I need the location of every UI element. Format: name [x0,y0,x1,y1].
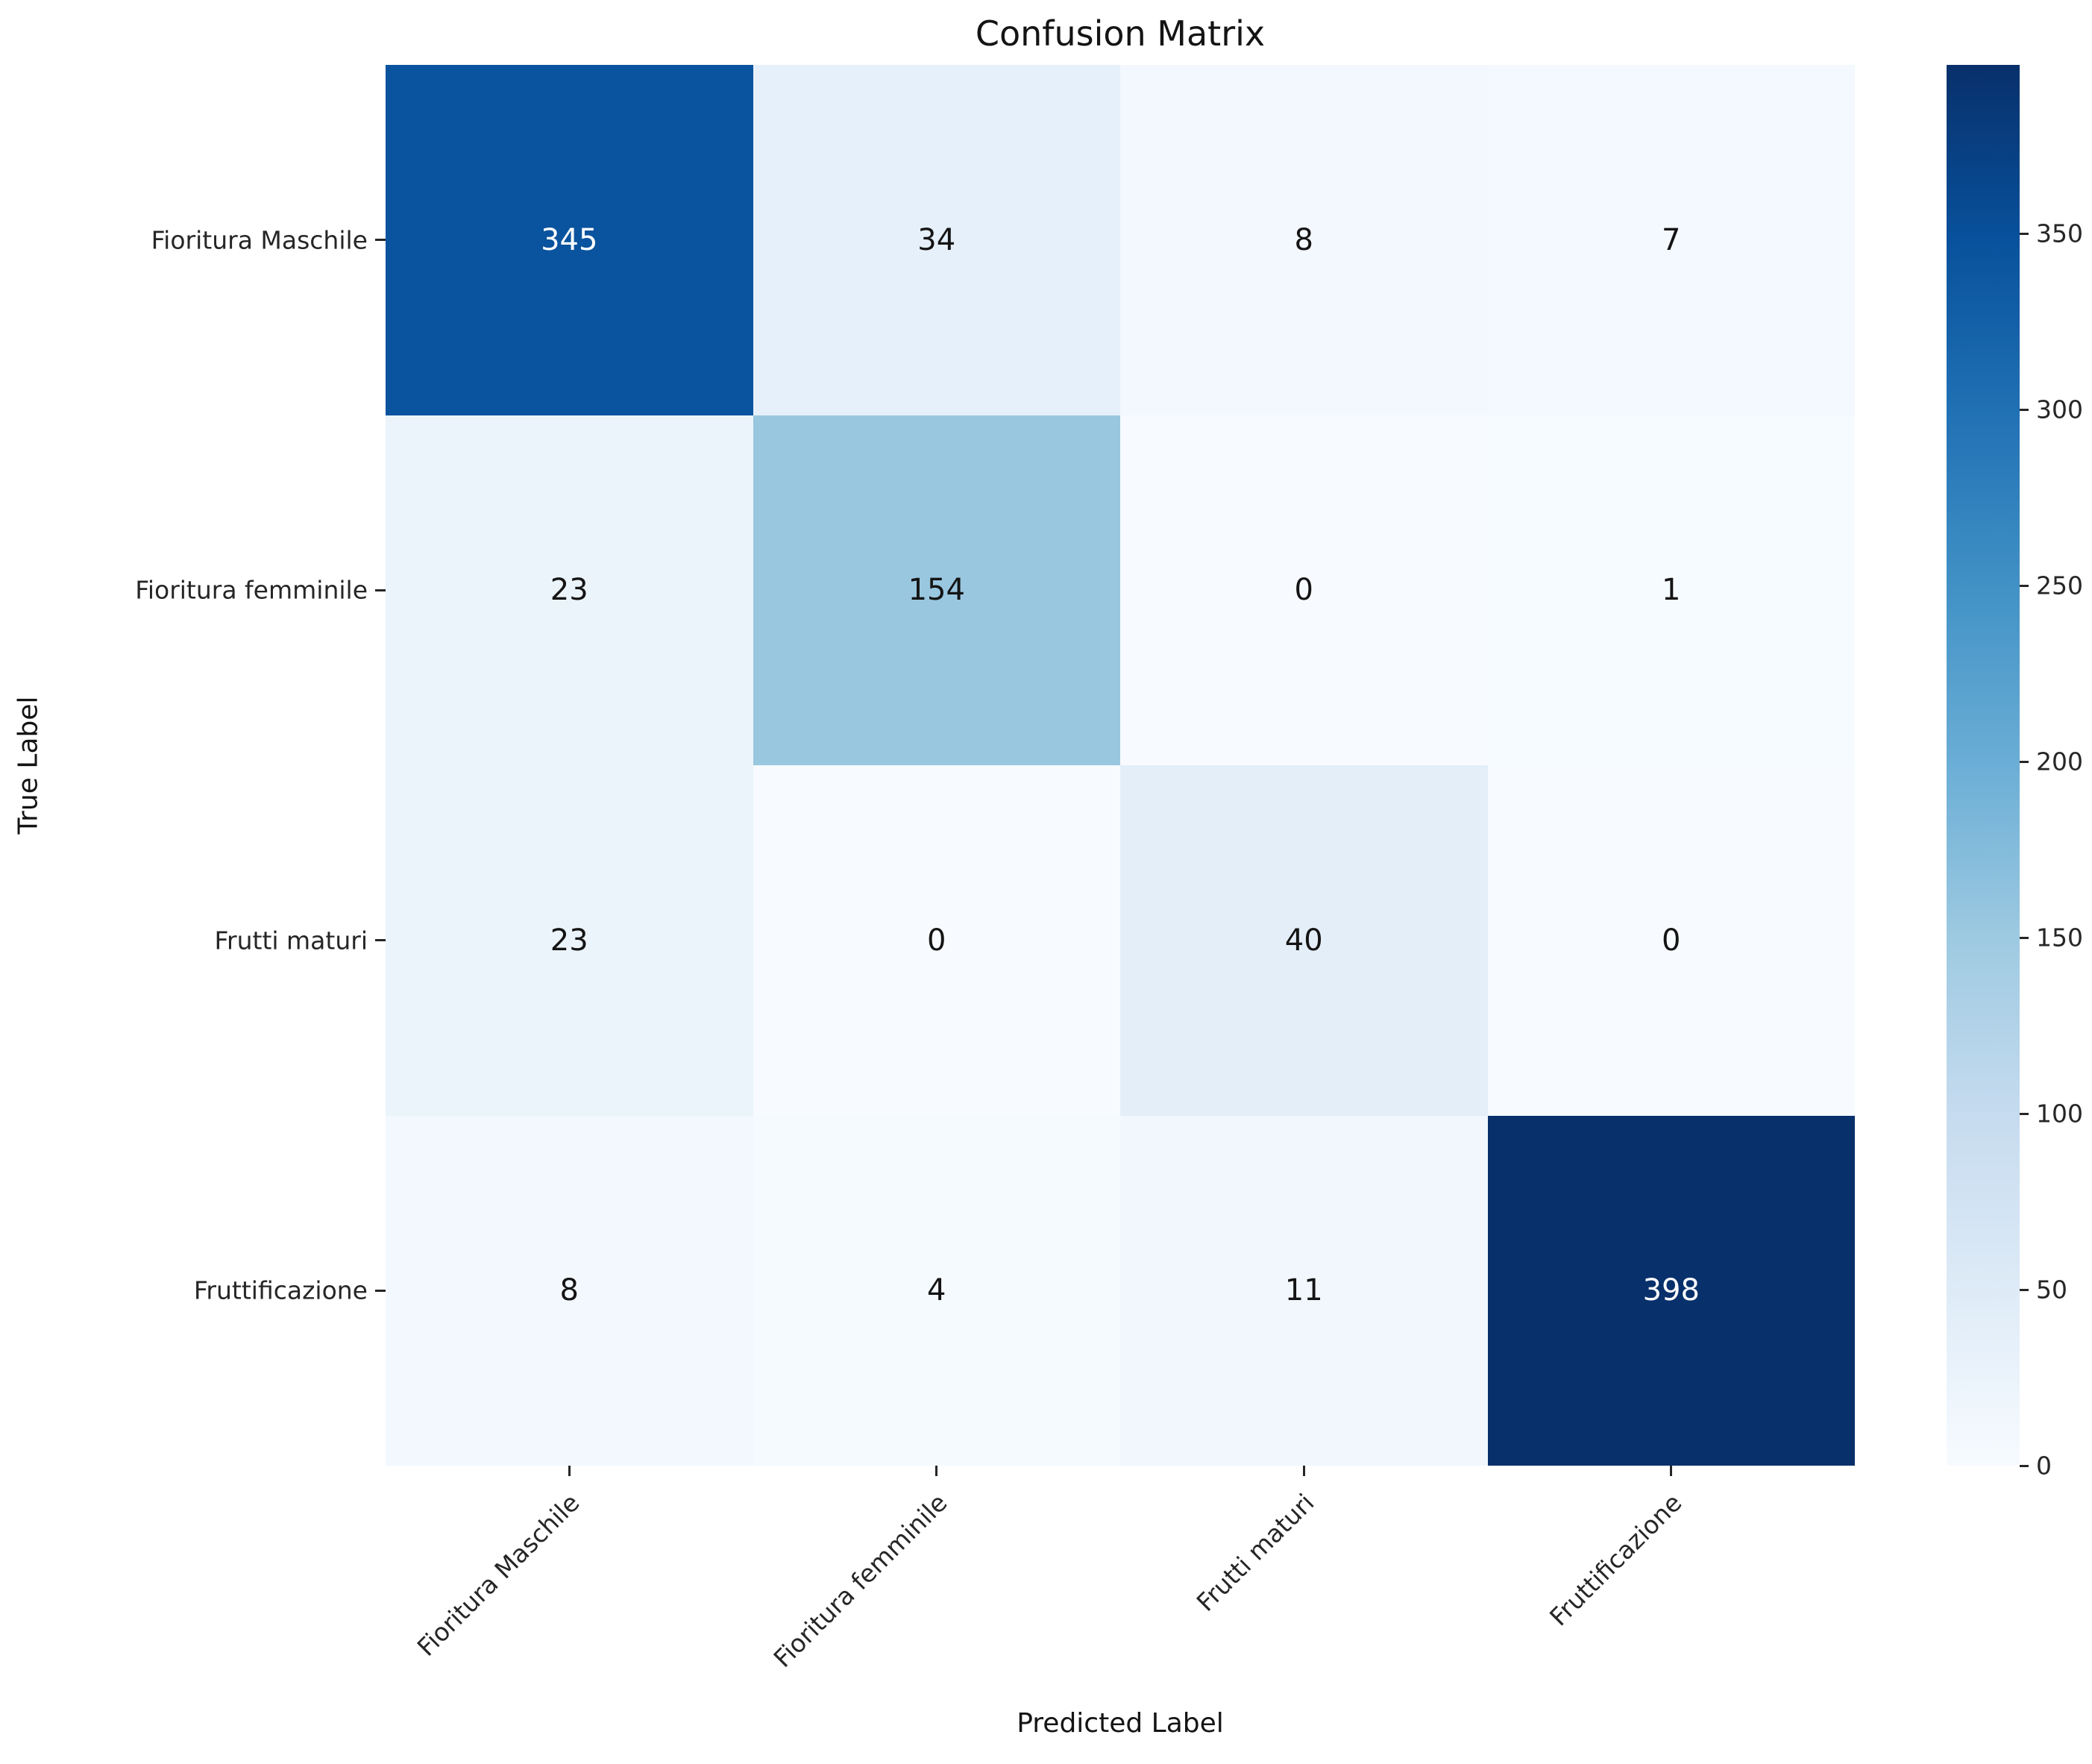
cell-value: 4 [927,1273,946,1308]
heatmap-cell: 23 [386,765,753,1116]
colorbar-tick-mark [2020,584,2029,587]
cell-value: 34 [917,222,956,257]
y-tick-label: Fruttificazione [193,1275,368,1305]
colorbar-tick-mark [2020,936,2029,939]
x-tick-label: Fruttificazione [1543,1488,1688,1632]
chart-title: Confusion Matrix [975,13,1266,54]
cell-value: 345 [541,222,598,257]
cell-value: 8 [559,1273,579,1308]
x-tick-label: Frutti maturi [1190,1488,1320,1617]
colorbar-gradient [1947,65,2020,1466]
cell-value: 8 [1294,222,1313,257]
cell-value: 0 [927,923,946,958]
x-tick-mark [1670,1466,1673,1476]
colorbar-tick-mark [2020,1288,2029,1291]
x-tick-mark [1302,1466,1305,1476]
y-tick-label: Fioritura Maschile [151,225,368,255]
heatmap-cell: 8 [386,1115,753,1466]
y-tick-mark [375,588,386,591]
heatmap-grid: 345 34 8 7 23 154 0 1 23 0 40 0 8 4 11 398 [386,65,1855,1466]
colorbar-tick-mark [2020,1464,2029,1467]
heatmap-cell: 7 [1487,65,1855,415]
x-tick-label: Fioritura Maschile [411,1488,585,1662]
cell-value: 7 [1662,222,1681,257]
heatmap-cell: 11 [1120,1115,1488,1466]
colorbar-tick-label: 150 [2036,923,2083,952]
y-tick-label: Fioritura femminile [135,575,368,605]
heatmap-cell: 8 [1120,65,1488,415]
colorbar-tick-mark [2020,232,2029,235]
y-tick-label: Frutti maturi [214,926,368,955]
colorbar-tick-label: 300 [2036,395,2083,424]
heatmap-cell: 398 [1487,1115,1855,1466]
colorbar-tick-label: 0 [2036,1451,2052,1481]
heatmap-cell: 4 [753,1115,1120,1466]
heatmap-cell: 23 [386,415,753,765]
heatmap-cell: 0 [1120,415,1488,765]
heatmap-cell: 34 [753,65,1120,415]
cell-value: 154 [908,573,965,608]
heatmap-cell: 0 [1487,765,1855,1116]
y-tick-mark [375,939,386,942]
heatmap-cell: 0 [753,765,1120,1116]
colorbar-tick-label: 50 [2036,1275,2067,1305]
x-axis-title: Predicted Label [1017,1708,1224,1739]
x-tick-mark [568,1466,571,1476]
colorbar-tick-mark [2020,1112,2029,1115]
colorbar-tick-mark [2020,408,2029,411]
y-axis-title: True Label [13,696,44,835]
cell-value: 0 [1662,923,1681,958]
cell-value: 398 [1642,1273,1700,1308]
cell-value: 23 [550,923,588,958]
colorbar-tick-label: 350 [2036,219,2083,248]
cell-value: 23 [550,573,588,608]
y-tick-mark [375,1289,386,1292]
colorbar-tick-label: 250 [2036,571,2083,600]
colorbar-tick-label: 100 [2036,1099,2083,1129]
heatmap-cell: 154 [753,415,1120,765]
heatmap-cell: 1 [1487,415,1855,765]
y-tick-mark [375,239,386,242]
colorbar-tick-label: 200 [2036,747,2083,776]
heatmap-cell: 345 [386,65,753,415]
x-tick-label: Fioritura femminile [767,1488,953,1674]
heatmap-cell: 40 [1120,765,1488,1116]
cell-value: 0 [1294,573,1313,608]
cell-value: 1 [1662,573,1681,608]
cell-value: 40 [1284,923,1323,958]
x-tick-mark [935,1466,938,1476]
cell-value: 11 [1284,1273,1323,1308]
colorbar-tick-mark [2020,760,2029,763]
